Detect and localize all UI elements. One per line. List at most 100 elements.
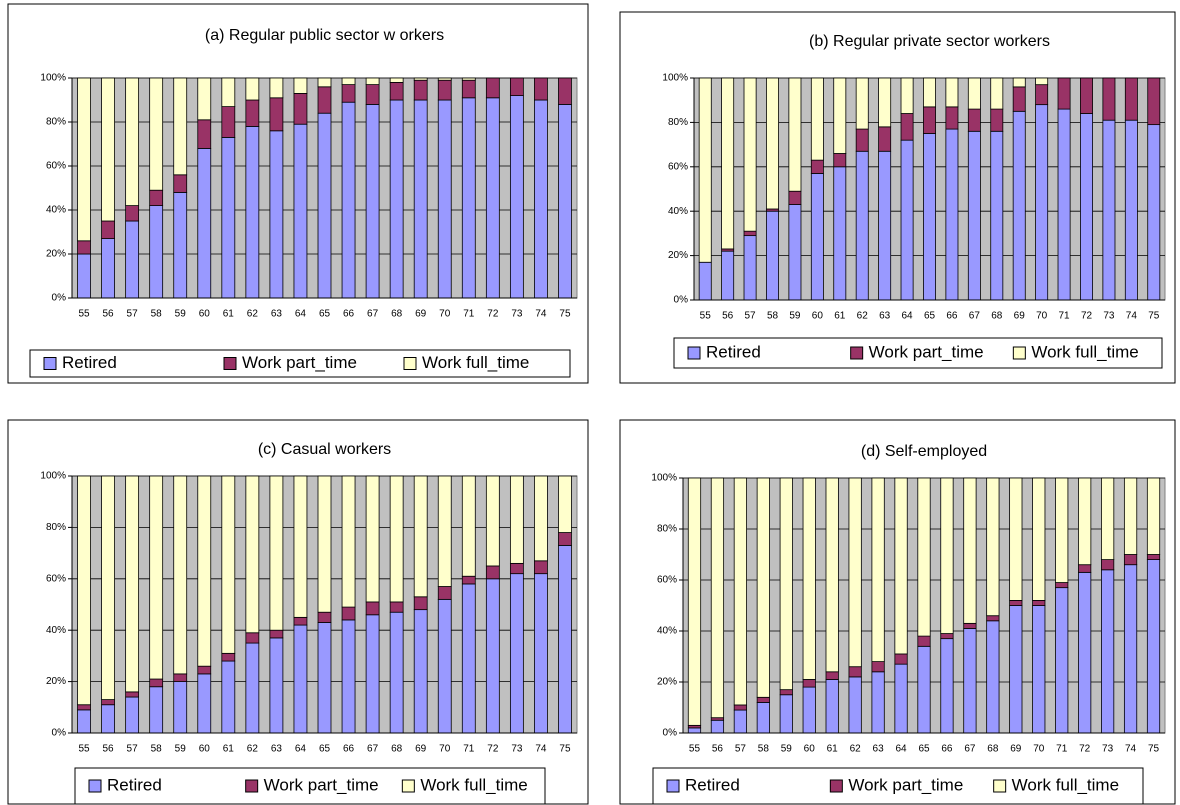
bar-segment bbox=[197, 673, 212, 734]
bar-segment bbox=[833, 166, 847, 301]
y-tick-label: 80% bbox=[657, 524, 677, 535]
x-tick-label: 57 bbox=[127, 744, 139, 755]
bar-segment bbox=[756, 702, 770, 734]
bar-segment bbox=[221, 660, 236, 734]
x-tick-label: 62 bbox=[247, 309, 259, 320]
legend-frame bbox=[652, 767, 1144, 805]
x-tick-label: 66 bbox=[343, 744, 355, 755]
bar-segment bbox=[825, 671, 839, 680]
x-tick-label: 70 bbox=[1036, 311, 1048, 322]
legend-label: Work part_time bbox=[264, 775, 379, 794]
bar-segment bbox=[77, 704, 91, 711]
bar-segment bbox=[461, 575, 476, 585]
bar-segment bbox=[923, 77, 936, 108]
bar-segment bbox=[558, 104, 572, 299]
legend-frame bbox=[29, 349, 571, 378]
bar-segment bbox=[413, 596, 428, 611]
bar-segment bbox=[558, 544, 572, 734]
bar-segment bbox=[1055, 582, 1069, 589]
bar-segment bbox=[461, 97, 476, 299]
bar-segment bbox=[389, 77, 404, 83]
bar-segment bbox=[1080, 77, 1093, 114]
x-tick-label: 68 bbox=[987, 744, 999, 755]
bar-segment bbox=[221, 475, 236, 654]
bar-segment bbox=[317, 86, 332, 114]
bar-segment bbox=[1055, 477, 1069, 583]
legend-swatch bbox=[850, 346, 864, 360]
bar-segment bbox=[986, 477, 1000, 617]
bar-segment bbox=[1035, 77, 1049, 86]
bar-segment bbox=[1147, 124, 1161, 301]
x-tick-label: 59 bbox=[789, 311, 801, 322]
x-tick-label: 74 bbox=[535, 744, 547, 755]
bar-segment bbox=[461, 79, 476, 99]
bar-segment bbox=[534, 573, 548, 734]
legend-label: Retired bbox=[107, 775, 162, 794]
bar-segment bbox=[1146, 554, 1161, 560]
x-tick-label: 73 bbox=[511, 309, 523, 320]
bar-segment bbox=[317, 77, 332, 88]
bar-segment bbox=[855, 77, 869, 130]
x-tick-label: 59 bbox=[175, 744, 187, 755]
bar-segment bbox=[710, 719, 725, 734]
x-tick-label: 64 bbox=[902, 311, 914, 322]
x-tick-label: 58 bbox=[151, 744, 163, 755]
bar-segment bbox=[173, 475, 188, 675]
y-tick-label: 100% bbox=[40, 73, 66, 84]
bar-segment bbox=[365, 104, 380, 299]
x-tick-label: 56 bbox=[103, 744, 115, 755]
y-tick-label: 20% bbox=[668, 250, 688, 261]
bar-segment bbox=[221, 77, 236, 108]
y-tick-label: 100% bbox=[40, 471, 66, 482]
bar-segment bbox=[389, 82, 404, 101]
y-tick-label: 60% bbox=[46, 161, 66, 172]
y-tick-label: 80% bbox=[46, 522, 66, 533]
bar-segment bbox=[1009, 477, 1023, 601]
bar-segment bbox=[1146, 477, 1161, 555]
bar-segment bbox=[461, 583, 476, 734]
bar-segment bbox=[1057, 108, 1071, 301]
bar-segment bbox=[293, 624, 308, 734]
bar-segment bbox=[461, 475, 476, 577]
y-tick-label: 60% bbox=[657, 575, 677, 586]
bar-segment bbox=[77, 709, 91, 734]
bar-segment bbox=[149, 189, 164, 206]
bar-segment bbox=[1123, 554, 1138, 566]
bar-segment bbox=[848, 666, 862, 678]
bar-segment bbox=[1102, 119, 1116, 301]
bar-segment bbox=[485, 475, 500, 567]
bar-segment bbox=[1035, 84, 1049, 106]
x-tick-label: 57 bbox=[745, 311, 757, 322]
bar-segment bbox=[923, 133, 936, 301]
bar-segment bbox=[923, 106, 936, 134]
bar-segment bbox=[173, 673, 188, 683]
bar-segment bbox=[149, 475, 164, 680]
bar-segment bbox=[365, 614, 380, 734]
bar-segment bbox=[101, 475, 115, 700]
bar-segment bbox=[871, 661, 885, 673]
bar-segment bbox=[317, 622, 332, 734]
bar-segment bbox=[149, 205, 164, 299]
bar-segment bbox=[894, 477, 908, 655]
x-tick-label: 69 bbox=[415, 744, 427, 755]
bar-segment bbox=[894, 653, 908, 665]
bar-segment bbox=[485, 97, 500, 299]
bar-segment bbox=[1101, 477, 1115, 560]
bar-segment bbox=[986, 620, 1000, 734]
bar-segment bbox=[1123, 477, 1138, 555]
legend-swatch bbox=[401, 779, 415, 793]
bar-segment bbox=[878, 150, 892, 301]
bar-segment bbox=[1147, 77, 1161, 126]
bar-segment bbox=[173, 681, 188, 734]
x-tick-label: 73 bbox=[1103, 311, 1115, 322]
y-tick-label: 20% bbox=[46, 249, 66, 260]
bar-segment bbox=[1102, 77, 1116, 121]
bar-segment bbox=[900, 77, 914, 114]
bar-segment bbox=[698, 77, 712, 263]
legend-label: Work part_time bbox=[869, 342, 984, 361]
x-tick-label: 64 bbox=[295, 309, 307, 320]
legend-swatch bbox=[993, 779, 1007, 793]
legend-label: Work full_time bbox=[1031, 342, 1138, 361]
legend-swatch bbox=[829, 779, 843, 793]
bar-segment bbox=[293, 475, 308, 618]
